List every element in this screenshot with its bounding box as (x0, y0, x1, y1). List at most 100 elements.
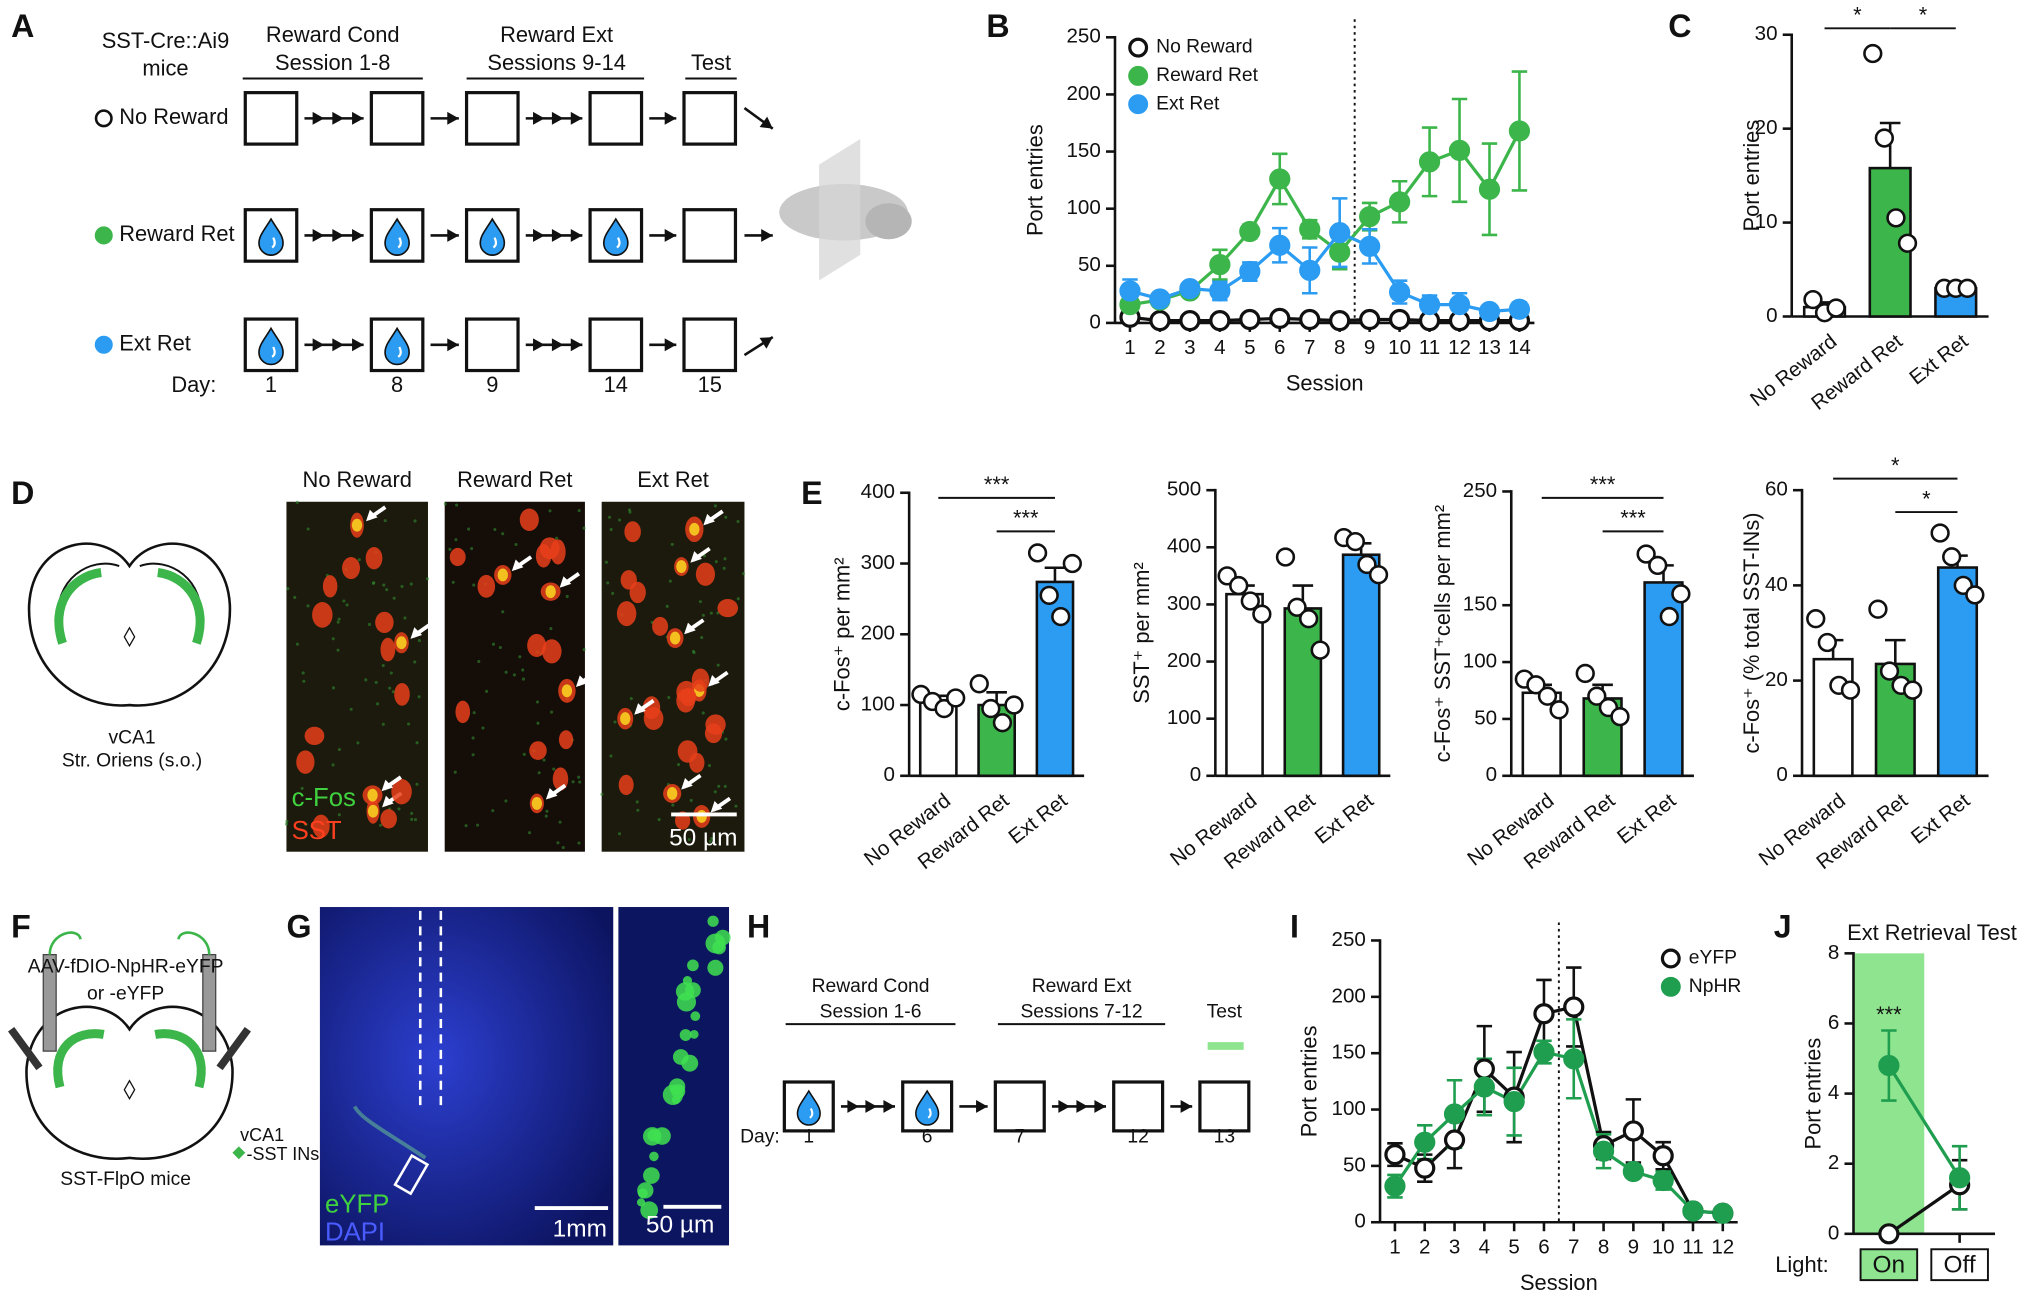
yfp-cell (714, 929, 731, 946)
speckle (336, 620, 340, 624)
marker (1384, 1175, 1406, 1197)
data-point (1886, 208, 1906, 228)
marker (1209, 310, 1231, 332)
data-point (1345, 531, 1366, 552)
speckle (582, 526, 586, 530)
speckle (710, 836, 714, 840)
data-point (1903, 680, 1923, 700)
arrow-head (551, 338, 564, 352)
day: 1 (803, 1126, 814, 1147)
yfp-cell (637, 1188, 648, 1199)
speckle (381, 722, 385, 726)
speckle (331, 637, 335, 641)
speckle (565, 594, 569, 598)
scale-label: 50 µm (646, 1212, 714, 1239)
speckle (471, 736, 475, 740)
cell (477, 574, 496, 598)
session-box (588, 317, 644, 373)
legend-label: NpHR (1689, 976, 1742, 997)
speckle (392, 596, 396, 600)
arrow-head (847, 1100, 859, 1113)
error-bar (1044, 566, 1066, 582)
speckle (378, 823, 383, 827)
marker (1473, 1058, 1495, 1080)
bar (1812, 657, 1854, 778)
speckle (300, 786, 304, 790)
phase-label: Reward Ext (500, 22, 613, 47)
speckle (383, 519, 387, 523)
speckle (550, 710, 554, 714)
speckle (391, 690, 395, 694)
speckle (293, 595, 297, 600)
legend-marker (1660, 976, 1681, 997)
speckle (337, 813, 341, 817)
pointer-head (690, 551, 702, 563)
speckle (385, 588, 389, 592)
y-tick-label: 6 (1828, 1011, 1839, 1034)
y-axis-label: Port entries (1296, 1025, 1321, 1137)
data-point (1298, 609, 1319, 629)
speckle (548, 509, 552, 513)
y-tick-label: 100 (1332, 1097, 1366, 1120)
legend-label: Reward Ret (1156, 65, 1258, 86)
significance: *** (1876, 1002, 1902, 1027)
arrow-head (533, 111, 545, 125)
y-tick-label: 20 (1765, 668, 1788, 691)
session-box (588, 91, 644, 146)
speckle (723, 557, 727, 561)
marker (1388, 281, 1411, 303)
y-tick-label: 50 (1078, 253, 1101, 276)
cell (629, 581, 646, 604)
series-line (1887, 1064, 1961, 1179)
yfp-cell (640, 1201, 659, 1220)
legend-marker (1660, 948, 1681, 969)
marker (1533, 1003, 1555, 1025)
cell (620, 712, 631, 726)
pointer-head (545, 787, 558, 800)
speckle (374, 680, 378, 684)
cell (380, 809, 397, 829)
pointer-head (381, 779, 394, 792)
y-tick-label: 8 (1828, 941, 1839, 964)
x-tick-label: Ext Ret (1613, 789, 1681, 849)
pointer-head (634, 703, 646, 715)
day: 7 (1014, 1126, 1025, 1147)
speckle (657, 818, 661, 822)
speckle (295, 642, 299, 646)
arrow-head (447, 338, 459, 352)
cell (689, 522, 700, 536)
y-tick-label: 250 (1463, 479, 1497, 502)
arrow-head (352, 338, 364, 352)
speckle (410, 811, 414, 815)
virus: or -eYFP (87, 984, 164, 1005)
x-axis-label: Session (1286, 370, 1364, 395)
speckle (415, 741, 419, 745)
speckle (356, 741, 360, 745)
speckle (676, 763, 681, 767)
speckle (493, 527, 497, 532)
cell (367, 788, 378, 802)
y-tick-label: 100 (861, 692, 895, 715)
data-point (969, 674, 989, 694)
speckle (415, 782, 419, 786)
yfp-cell (707, 915, 719, 927)
mouse-line: mice (142, 55, 188, 80)
x-tick-label: 10 (1652, 1235, 1675, 1258)
marker (1384, 1144, 1406, 1166)
arrow-head (533, 229, 545, 242)
image-title: Ext Ret (637, 467, 709, 492)
speckle (707, 764, 712, 768)
x-tick-label: 1 (1389, 1235, 1400, 1258)
yfp-cell (669, 1078, 686, 1095)
pointer-head (575, 675, 588, 687)
marker (1239, 220, 1261, 243)
speckle (577, 775, 581, 779)
data-point (1965, 585, 1985, 605)
cell (624, 521, 641, 543)
y-axis-label: c-Fos⁺ SST⁺cells per mm² (1430, 505, 1455, 762)
y-tick-label: 10 (1755, 210, 1778, 233)
data-point (1817, 632, 1837, 653)
marker (1622, 1120, 1644, 1142)
category-box (1930, 1248, 1989, 1282)
x-axis-label: Session (1520, 1270, 1598, 1293)
